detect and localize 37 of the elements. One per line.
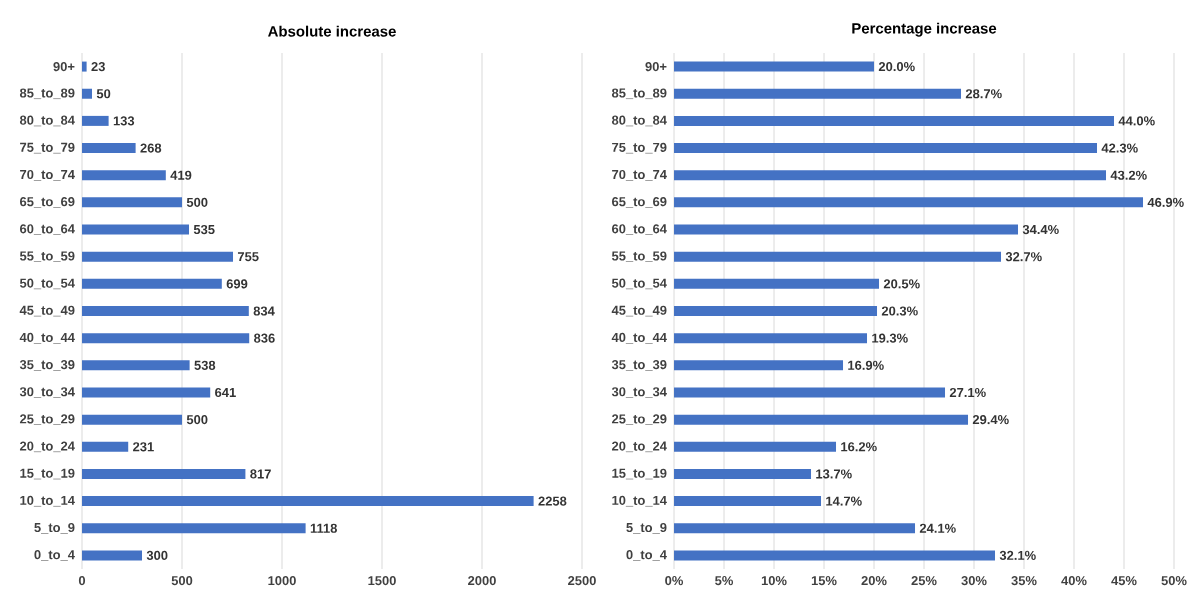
bar bbox=[674, 387, 946, 398]
bar bbox=[82, 387, 211, 398]
bar bbox=[674, 496, 822, 507]
bar bbox=[674, 143, 1098, 154]
bar bbox=[82, 278, 222, 289]
bar bbox=[674, 306, 878, 316]
bar bbox=[674, 170, 1107, 181]
bar bbox=[82, 333, 250, 344]
bar bbox=[674, 441, 837, 452]
bar bbox=[82, 306, 249, 316]
bar bbox=[82, 251, 234, 262]
bar bbox=[674, 88, 962, 99]
bar bbox=[674, 468, 812, 479]
bar bbox=[674, 333, 868, 344]
bar bbox=[82, 197, 183, 208]
bar bbox=[674, 61, 875, 72]
bar bbox=[674, 278, 880, 289]
bar bbox=[674, 414, 969, 425]
bar bbox=[674, 251, 1002, 262]
bar bbox=[82, 468, 246, 479]
bar bbox=[82, 88, 93, 99]
bar bbox=[674, 550, 996, 561]
bar bbox=[82, 360, 190, 371]
bar bbox=[82, 523, 306, 534]
bar bbox=[674, 523, 916, 534]
bar bbox=[82, 441, 129, 452]
bar bbox=[82, 550, 143, 561]
bar bbox=[674, 360, 844, 371]
bar bbox=[674, 224, 1019, 235]
bar bbox=[82, 496, 534, 507]
bar bbox=[674, 197, 1144, 208]
bar bbox=[82, 414, 183, 425]
bar bbox=[82, 115, 109, 126]
bar bbox=[674, 115, 1115, 126]
bar bbox=[82, 224, 190, 235]
bar bbox=[82, 143, 136, 154]
bar bbox=[82, 170, 166, 181]
